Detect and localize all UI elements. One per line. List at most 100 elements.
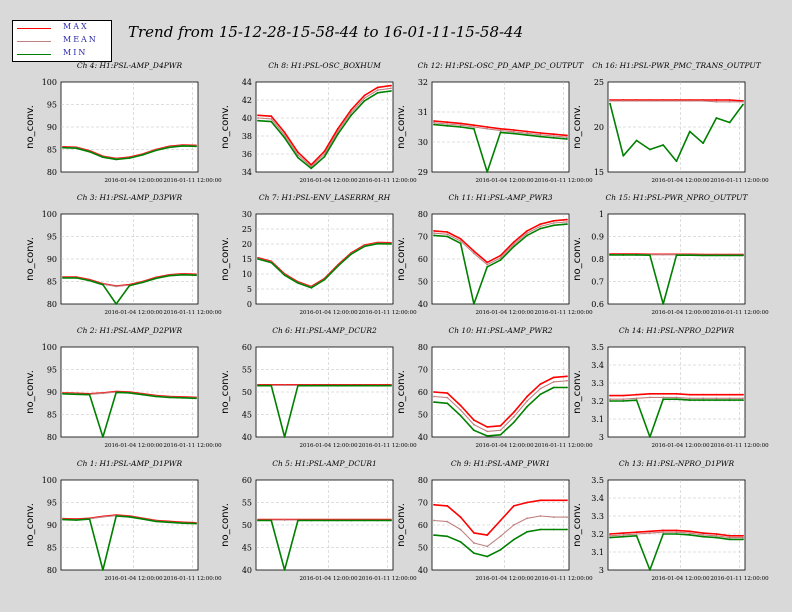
panel-13: Ch 1: H1:PSL-AMP_D1PWR 80 85 90 95 100 2016-01… xyxy=(25,459,222,582)
data-point-min xyxy=(62,518,64,521)
y-tick-label: 3.1 xyxy=(591,415,604,424)
data-point-mean xyxy=(350,111,352,114)
data-point-mean xyxy=(336,130,339,133)
data-point-min xyxy=(376,242,379,245)
data-point-min xyxy=(283,436,286,438)
y-tick-label: 60 xyxy=(418,255,428,264)
data-point-min xyxy=(742,103,744,106)
y-tick-label: 3.4 xyxy=(591,361,604,370)
data-point-mean xyxy=(486,545,489,548)
data-point-max xyxy=(552,219,555,222)
data-point-min xyxy=(486,434,489,437)
data-point-max xyxy=(473,531,475,534)
data-point-mean xyxy=(446,233,449,236)
y-tick-label: 90 xyxy=(47,255,57,264)
data-point-min xyxy=(742,538,744,541)
data-point-max xyxy=(688,393,691,396)
data-point-max xyxy=(459,237,462,240)
data-point-max xyxy=(715,393,718,396)
y-tick-label: 50 xyxy=(418,278,428,287)
y-tick-label: 100 xyxy=(42,78,57,87)
data-point-max xyxy=(512,504,515,507)
y-tick-label: 50 xyxy=(418,411,428,420)
data-point-min xyxy=(310,519,313,522)
y-tick-label: 3 xyxy=(599,433,604,442)
data-point-min xyxy=(702,254,704,257)
x-tick-label: 2016-01-11 12:00:00 xyxy=(163,310,222,316)
y-axis-label: no_conv. xyxy=(396,370,407,414)
y-tick-label: 85 xyxy=(47,544,57,553)
data-point-mean xyxy=(499,429,502,432)
data-point-min xyxy=(168,274,171,277)
y-tick-label: 3.1 xyxy=(591,548,604,557)
data-point-min xyxy=(433,534,435,537)
data-point-min xyxy=(566,138,568,140)
data-point-max xyxy=(446,392,449,395)
data-point-min xyxy=(662,533,665,535)
legend-label-max: MAX xyxy=(63,22,89,31)
data-point-mean xyxy=(526,517,528,520)
data-point-min xyxy=(566,528,568,531)
data-point-mean xyxy=(552,380,555,383)
data-point-min xyxy=(75,393,78,396)
data-point-min xyxy=(609,102,611,105)
data-point-max xyxy=(297,151,299,154)
y-axis-label: no_conv. xyxy=(572,503,583,547)
data-point-min xyxy=(390,90,392,92)
x-tick-label: 2016-01-11 12:00:00 xyxy=(163,576,222,582)
y-tick-label: 40 xyxy=(242,433,252,442)
data-point-min xyxy=(181,522,184,525)
data-point-min xyxy=(715,117,718,119)
data-point-min xyxy=(195,522,197,525)
data-point-max xyxy=(446,504,449,507)
data-point-min xyxy=(486,265,489,268)
data-point-max xyxy=(376,86,379,89)
data-point-mean xyxy=(742,536,744,539)
data-point-min xyxy=(195,145,197,148)
y-tick-label: 95 xyxy=(47,366,57,375)
x-tick-label: 2016-01-11 12:00:00 xyxy=(358,310,417,316)
data-point-mean xyxy=(635,533,638,535)
data-point-min xyxy=(363,519,366,522)
x-tick-label: 2016-01-11 12:00:00 xyxy=(163,443,222,449)
data-point-min xyxy=(609,400,611,402)
x-tick-label: 2016-01-11 12:00:00 xyxy=(710,178,769,184)
data-point-min xyxy=(459,242,462,245)
data-point-min xyxy=(88,518,91,521)
y-tick-label: 30 xyxy=(418,138,428,147)
data-point-min xyxy=(635,534,638,537)
data-point-mean xyxy=(728,397,731,400)
data-point-max xyxy=(446,231,449,233)
data-point-mean xyxy=(257,117,259,119)
data-point-mean xyxy=(459,240,462,242)
data-point-mean xyxy=(552,222,555,224)
data-point-min xyxy=(115,303,118,305)
data-point-min xyxy=(257,119,259,122)
legend-item-mean: MEAN xyxy=(17,35,109,46)
y-tick-label: 100 xyxy=(42,343,57,352)
data-point-min xyxy=(635,399,638,401)
data-point-mean xyxy=(662,531,665,534)
y-tick-label: 3.3 xyxy=(591,512,604,521)
y-tick-label: 0 xyxy=(247,300,252,309)
data-point-mean xyxy=(363,97,366,100)
figure-title: Trend from 15-12-28-15-58-44 to 16-01-11… xyxy=(128,23,524,41)
data-point-max xyxy=(662,529,665,532)
data-point-min xyxy=(297,282,299,284)
data-point-max xyxy=(257,114,259,117)
panel-5: Ch 3: H1:PSL-AMP_D3PWR 80 85 90 95 100 2016-01… xyxy=(25,193,222,316)
panel-11: Ch 10: H1:PSL-AMP_PWR2 40 50 60 70 80 2016-01-… xyxy=(396,326,593,449)
y-axis-label: no_conv. xyxy=(220,237,231,281)
data-point-min xyxy=(363,245,366,248)
data-point-max xyxy=(662,392,665,395)
data-point-min xyxy=(141,281,144,284)
data-point-min xyxy=(155,520,158,523)
data-point-min xyxy=(376,519,379,522)
legend-swatch-min xyxy=(17,54,51,55)
y-tick-label: 70 xyxy=(418,499,428,508)
y-axis-label: no_conv. xyxy=(25,237,36,281)
data-point-min xyxy=(688,130,691,133)
data-point-min xyxy=(473,127,475,130)
data-point-min xyxy=(376,384,379,387)
legend-label-min: MIN xyxy=(63,48,88,57)
